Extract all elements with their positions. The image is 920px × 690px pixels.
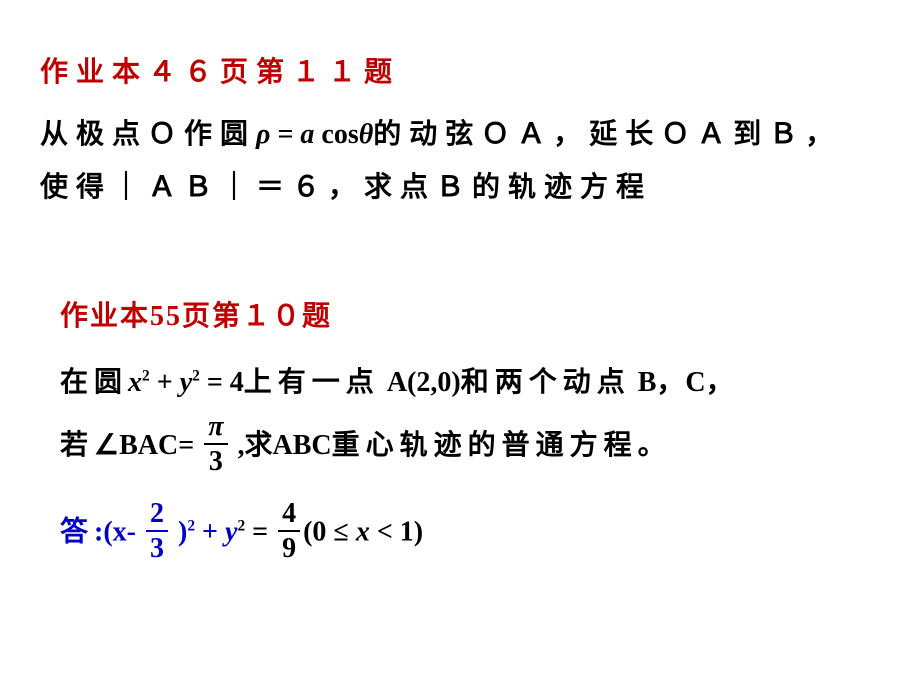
variable-y: y xyxy=(180,367,192,398)
comma: ， xyxy=(706,367,735,398)
numerator-4: 4 xyxy=(278,499,300,532)
fraction-2-3: 23 xyxy=(146,499,168,565)
problem-block-2: 作业本55页第１０题 在圆x2 + y2 = 4上有一点 A(2,0)和两个动点… xyxy=(60,294,880,567)
point-c: C xyxy=(685,367,705,398)
range-open: (0 ≤ xyxy=(303,516,356,547)
plus-sign: + xyxy=(195,516,225,547)
equals-sign: = xyxy=(245,516,275,547)
text-segment: 在圆 xyxy=(60,367,128,398)
paren-close: ) xyxy=(171,516,187,547)
text-segment: 从极点Ｏ作圆 xyxy=(40,119,256,150)
text-segment: 若 xyxy=(60,430,94,461)
theta-symbol: θ xyxy=(359,119,374,150)
denominator-3: 3 xyxy=(146,532,168,566)
variable-x: x xyxy=(356,516,370,547)
text-segment: 和两个动点 xyxy=(461,367,631,398)
problem-2-line-1: 在圆x2 + y2 = 4上有一点 A(2,0)和两个动点 B，C， xyxy=(60,352,880,414)
comma: ， xyxy=(656,367,685,398)
comma: ,求 xyxy=(231,430,273,461)
exponent-2: 2 xyxy=(237,517,245,534)
denominator-3: 3 xyxy=(204,445,227,479)
problem-1-line-2: 使得｜ＡＢ｜＝６，求点Ｂ的轨迹方程 xyxy=(40,161,880,214)
text-segment: 重心轨迹的普通方程。 xyxy=(332,430,672,461)
problem-1-title: 作业本４６页第１１题 xyxy=(40,50,880,90)
range-close: < 1) xyxy=(370,516,423,547)
variable-y: y xyxy=(225,516,237,547)
equals-4: = 4 xyxy=(200,367,244,398)
fraction-pi-3: π3 xyxy=(204,412,227,478)
fraction-4-9: 49 xyxy=(278,499,300,565)
pi-symbol: π xyxy=(204,412,227,445)
problem-block-1: 作业本４６页第１１题 从极点Ｏ作圆ρ = a cosθ的动弦ＯＡ，延长ＯＡ到Ｂ，… xyxy=(40,50,880,214)
numerator-2: 2 xyxy=(146,499,168,532)
problem-2-line-2: 若∠BAC= π3 ,求ABC重心轨迹的普通方程。 xyxy=(60,414,880,481)
text-segment: 的动弦ＯＡ，延长ＯＡ到Ｂ， xyxy=(373,119,841,150)
point-b: B xyxy=(631,367,657,398)
cos-function: cos xyxy=(314,119,358,150)
problem-2-title: 作业本55页第１０题 xyxy=(60,294,880,334)
colon: : xyxy=(94,516,103,547)
triangle-abc: ABC xyxy=(273,430,332,461)
exponent-2: 2 xyxy=(187,517,195,534)
paren-open: (x- xyxy=(103,516,143,547)
answer-line: 答:(x- 23 )2 + y2 = 49(0 ≤ x < 1) xyxy=(60,501,880,567)
angle-symbol: ∠ xyxy=(94,430,119,461)
exponent-2: 2 xyxy=(142,368,150,385)
denominator-9: 9 xyxy=(278,532,300,566)
answer-label: 答 xyxy=(60,516,94,547)
plus-sign: + xyxy=(150,367,180,398)
angle-bac: BAC= xyxy=(119,430,201,461)
point-a: A(2,0) xyxy=(380,367,461,398)
equals-sign: = xyxy=(270,119,300,150)
problem-1-line-1: 从极点Ｏ作圆ρ = a cosθ的动弦ＯＡ，延长ＯＡ到Ｂ， xyxy=(40,108,880,161)
variable-x: x xyxy=(128,367,142,398)
exponent-2: 2 xyxy=(192,368,200,385)
rho-symbol: ρ xyxy=(256,119,270,150)
text-segment: 上有一点 xyxy=(244,367,380,398)
variable-a: a xyxy=(300,119,314,150)
